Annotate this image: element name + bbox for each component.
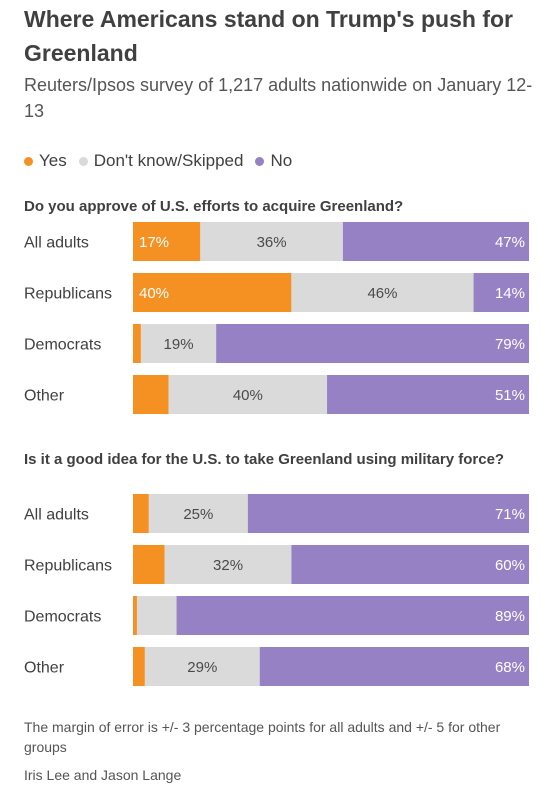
data-label-yes-republicans: 40% [139, 285, 169, 302]
category-label-republicans: Republicans [24, 558, 112, 575]
bar-don-t-know-skipped-democrats [136, 596, 177, 635]
data-label-no-democrats: 79% [495, 336, 525, 353]
data-label-no-republicans: 14% [495, 285, 525, 302]
data-label-don-t-know-skipped-other: 29% [187, 659, 217, 676]
question-2-title: Is it a good idea for the U.S. to take G… [24, 451, 505, 468]
bar-no-other [259, 647, 529, 686]
bar-no-republicans [473, 273, 529, 312]
bar-don-t-know-skipped-other [144, 647, 260, 686]
data-label-don-t-know-skipped-republicans: 32% [213, 557, 243, 574]
bar-don-t-know-skipped-republicans [164, 545, 292, 584]
bar-don-t-know-skipped-other [168, 375, 328, 414]
bar-yes-republicans [133, 545, 165, 584]
category-label-all-adults: All adults [24, 507, 89, 524]
bar-don-t-know-skipped-republicans [291, 273, 474, 312]
bar-yes-other [133, 647, 145, 686]
footnote: The margin of error is +/- 3 percentage … [24, 719, 501, 755]
legend-item-no: No [255, 151, 292, 171]
data-label-no-democrats: 89% [495, 608, 525, 625]
bar-yes-democrats [133, 324, 141, 363]
legend: Yes Don't know/Skipped No [24, 148, 304, 174]
bar-don-t-know-skipped-all-adults [200, 222, 343, 261]
data-label-don-t-know-skipped-all-adults: 25% [183, 506, 213, 523]
data-label-no-republicans: 60% [495, 557, 525, 574]
legend-swatch-dont-know [78, 156, 88, 166]
bar-no-democrats [216, 324, 529, 363]
data-label-don-t-know-skipped-democrats: 19% [164, 336, 194, 353]
category-label-other: Other [24, 660, 65, 677]
bar-yes-republicans [133, 273, 292, 312]
data-label-yes-all-adults: 17% [139, 234, 169, 251]
data-label-don-t-know-skipped-all-adults: 36% [257, 234, 287, 251]
legend-label-dont-know: Don't know/Skipped [93, 151, 244, 170]
chart-subtitle: Reuters/Ipsos survey of 1,217 adults nat… [24, 75, 533, 121]
category-label-democrats: Democrats [24, 609, 101, 626]
category-label-democrats: Democrats [24, 337, 101, 354]
category-label-all-adults: All adults [24, 235, 89, 252]
bar-no-democrats [176, 596, 529, 635]
bar-no-all-adults [342, 222, 529, 261]
bar-yes-other [133, 375, 169, 414]
legend-swatch-no [255, 156, 265, 166]
credit: Iris Lee and Jason Lange [24, 767, 182, 783]
legend-label-yes: Yes [39, 151, 67, 170]
legend-label-no: No [270, 151, 293, 170]
chart-title: Where Americans stand on Trump's push fo… [24, 6, 513, 66]
bar-yes-all-adults [133, 222, 201, 261]
legend-item-yes: Yes [24, 151, 67, 171]
bar-don-t-know-skipped-democrats [140, 324, 217, 363]
data-label-no-other: 68% [495, 659, 525, 676]
bar-yes-all-adults [133, 494, 149, 533]
data-label-no-all-adults: 71% [495, 506, 525, 523]
bar-no-all-adults [247, 494, 529, 533]
data-label-no-other: 51% [495, 387, 525, 404]
legend-item-dont-know: Don't know/Skipped [78, 151, 244, 171]
data-label-don-t-know-skipped-other: 40% [233, 387, 263, 404]
question-1-title: Do you approve of U.S. efforts to acquir… [24, 198, 404, 215]
bar-yes-democrats [133, 596, 137, 635]
category-label-republicans: Republicans [24, 286, 112, 303]
category-label-other: Other [24, 388, 65, 405]
legend-swatch-yes [24, 156, 33, 166]
data-label-don-t-know-skipped-republicans: 46% [367, 285, 397, 302]
data-label-no-all-adults: 47% [495, 234, 525, 251]
bar-no-other [327, 375, 529, 414]
bar-don-t-know-skipped-all-adults [148, 494, 248, 533]
bar-no-republicans [291, 545, 529, 584]
